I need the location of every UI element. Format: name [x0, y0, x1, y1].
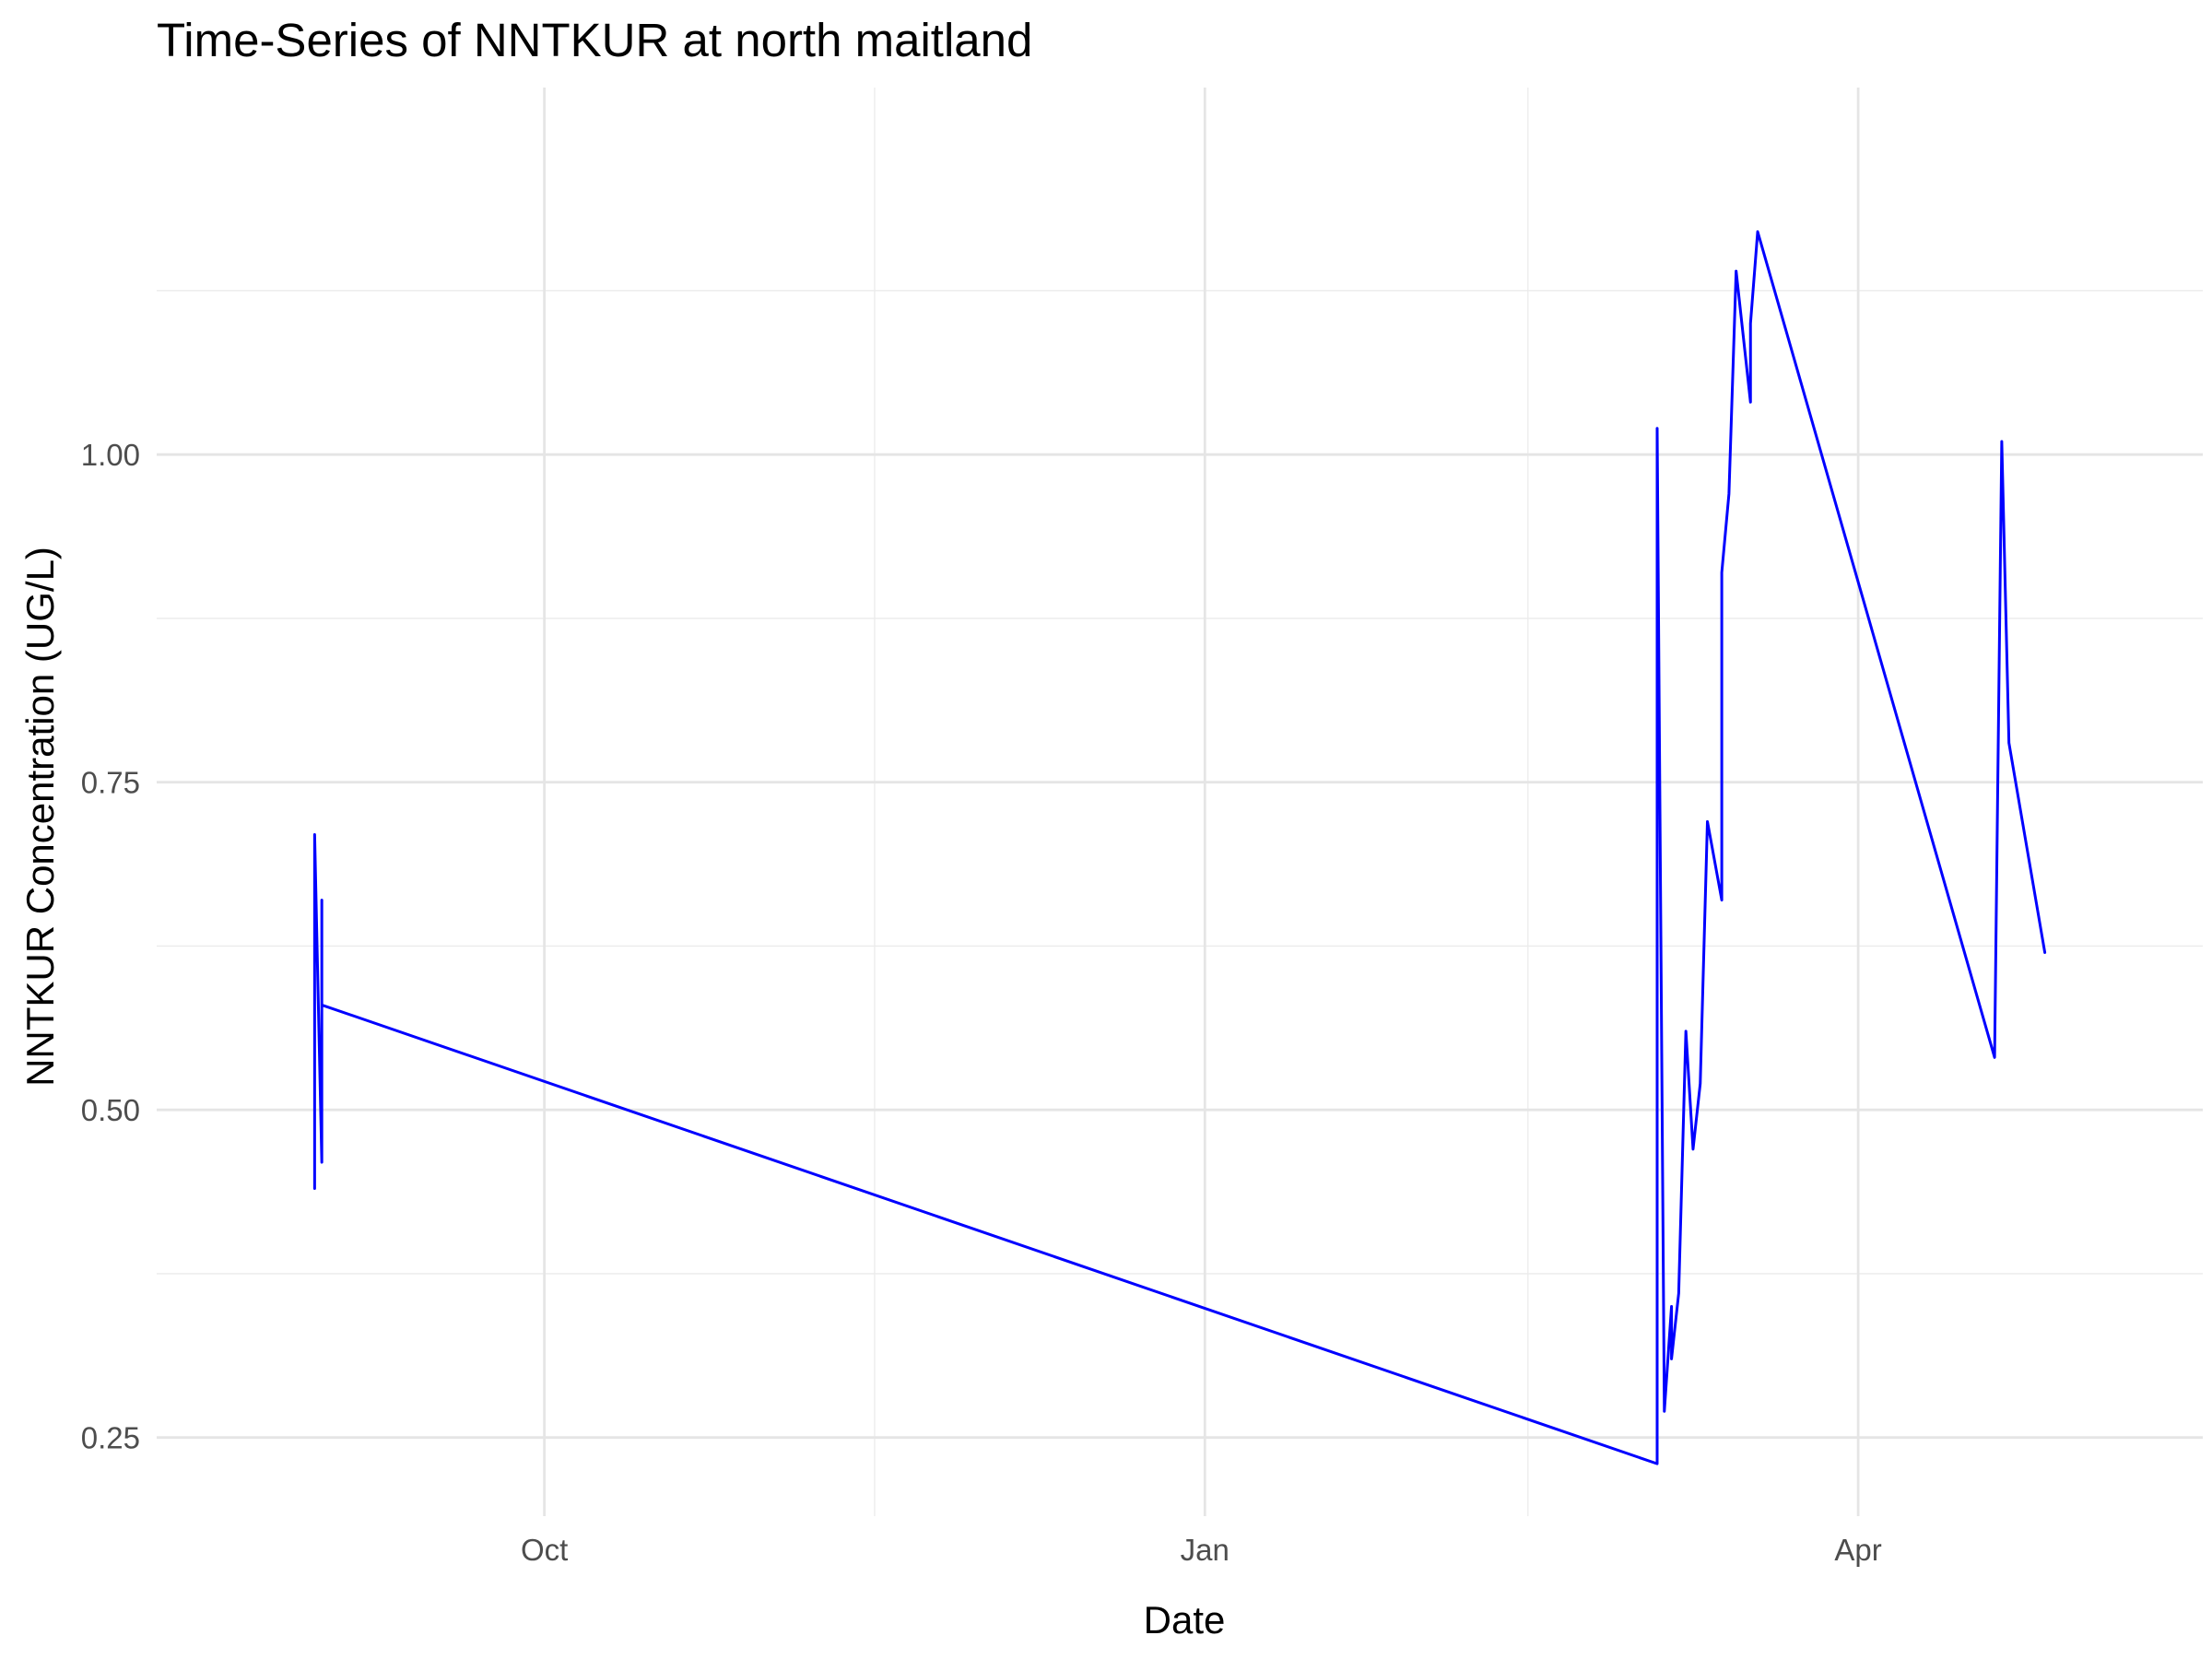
x-axis-title-container: Date [0, 1598, 2212, 1642]
x-axis-title: Date [1143, 1598, 1226, 1641]
x-tick-label: Jan [1181, 1533, 1230, 1567]
y-axis-title: NNTKUR Concentration (UG/L) [18, 547, 62, 1087]
x-tick-label: Apr [1834, 1533, 1881, 1567]
chart-title: Time-Series of NNTKUR at north maitland [157, 14, 1033, 66]
y-tick-label: 1.00 [81, 438, 140, 472]
y-axis-title-container: NNTKUR Concentration (UG/L) [18, 547, 63, 1087]
y-tick-label: 0.25 [81, 1421, 140, 1455]
series-line [312, 229, 2047, 1465]
y-tick-label: 0.75 [81, 766, 140, 800]
y-tick-label: 0.50 [81, 1093, 140, 1127]
x-tick-label: Oct [521, 1533, 568, 1567]
